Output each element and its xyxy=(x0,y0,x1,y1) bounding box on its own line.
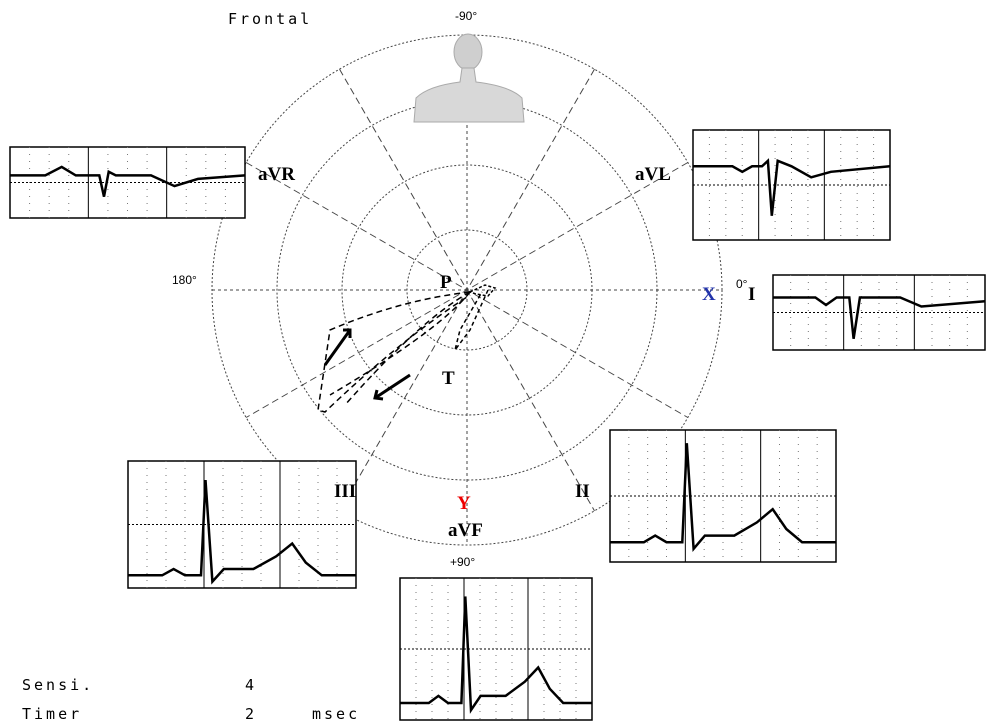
polar-spoke xyxy=(245,162,689,418)
ecg-trace xyxy=(693,158,891,216)
ecg-strip xyxy=(772,274,986,351)
angle-label: -90° xyxy=(455,9,477,23)
loop-label: T xyxy=(442,368,455,389)
setting-value: 4 xyxy=(245,676,257,694)
head-icon xyxy=(413,33,525,123)
angle-label: +90° xyxy=(450,555,475,569)
setting-label: Timer xyxy=(22,705,82,722)
lead-label: aVL xyxy=(635,164,671,185)
setting-value: 2 xyxy=(245,705,257,722)
ecg-strip xyxy=(609,429,837,563)
lead-label: aVR xyxy=(258,164,295,185)
title: Frontal xyxy=(228,10,312,28)
ecg-strip xyxy=(399,577,593,721)
axis-label: X xyxy=(702,284,716,305)
ecg-strip xyxy=(692,129,891,241)
ecg-strip xyxy=(9,146,246,219)
ecg-trace xyxy=(128,480,356,585)
axis-label: Y xyxy=(457,493,471,514)
angle-label: 180° xyxy=(172,273,197,287)
ecg-strips xyxy=(9,129,986,721)
vector-loop xyxy=(317,284,497,413)
lead-label: aVF xyxy=(448,520,483,541)
ecg-trace xyxy=(10,165,246,197)
ecg-trace xyxy=(773,296,986,339)
ecg-trace xyxy=(400,596,592,714)
lead-label: I xyxy=(748,284,755,305)
ecg-trace xyxy=(610,443,836,552)
setting-label: Sensi. xyxy=(22,676,94,694)
lead-label: II xyxy=(575,481,590,502)
angle-label: 0° xyxy=(736,277,748,291)
loop-label: P xyxy=(440,272,452,293)
setting-unit: msec xyxy=(312,705,360,722)
lead-label: III xyxy=(334,481,356,502)
polar-grid xyxy=(211,34,723,546)
ecg-strip xyxy=(127,460,357,589)
